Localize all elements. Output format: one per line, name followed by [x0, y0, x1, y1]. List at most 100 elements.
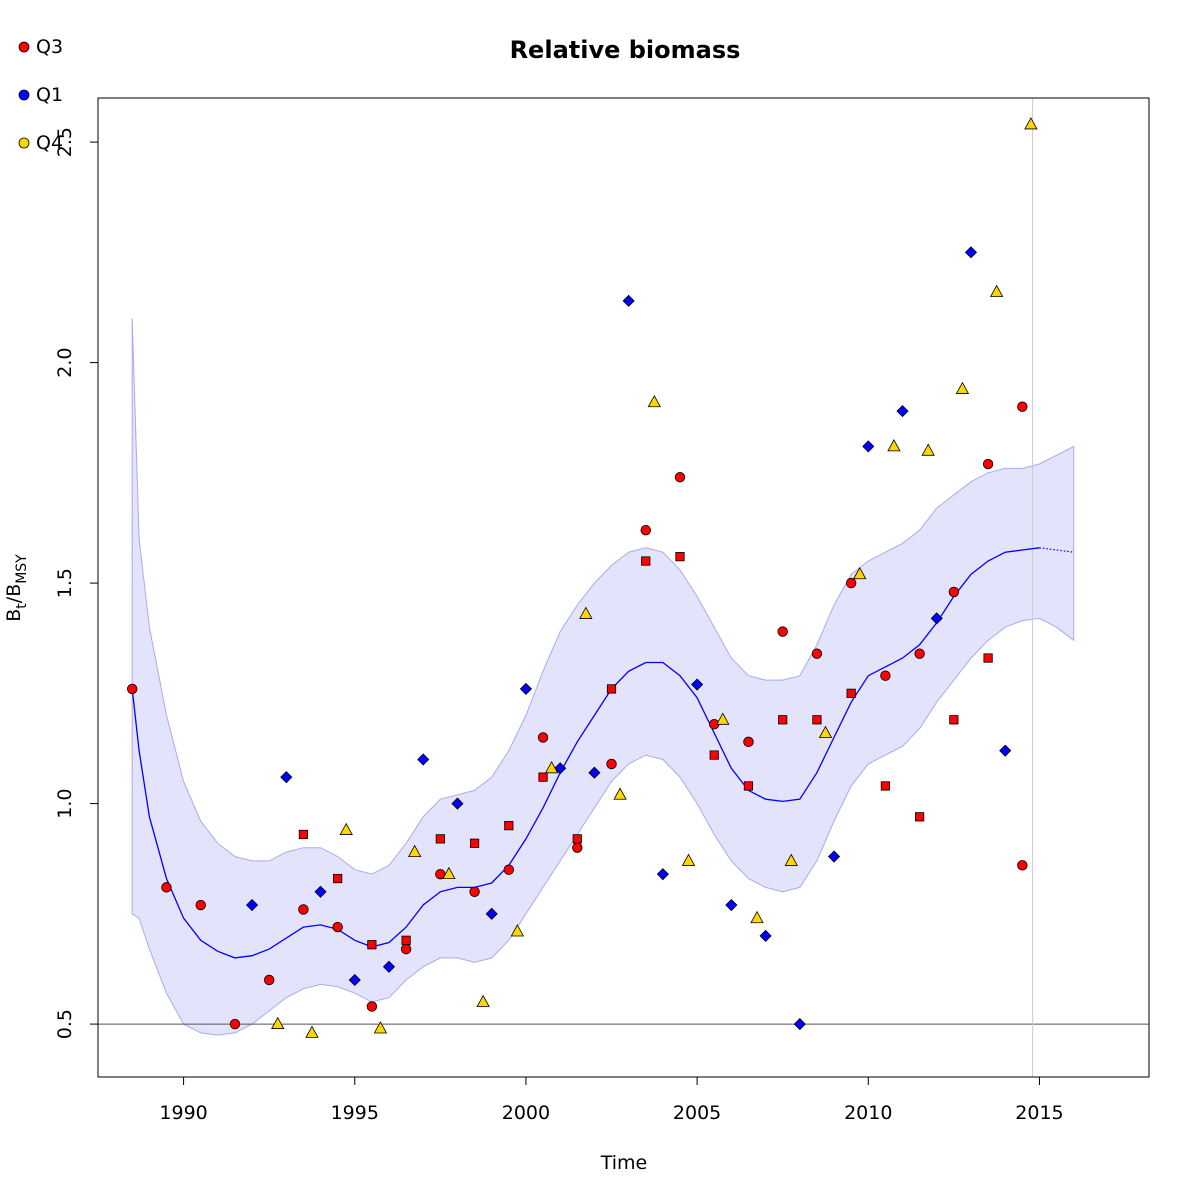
data-point — [777, 626, 788, 637]
series-square-1 — [298, 552, 993, 950]
trend-line — [131, 547, 1040, 959]
data-point — [367, 940, 377, 950]
legend-marker-q1 — [18, 89, 30, 101]
x-tick-label: 1990 — [159, 1102, 207, 1124]
legend-marker-q4 — [18, 137, 30, 149]
x-tick-label: 2015 — [1015, 1102, 1063, 1124]
x-tick-label: 2000 — [502, 1102, 550, 1124]
data-point — [759, 929, 772, 942]
data-point — [827, 850, 841, 863]
data-point — [373, 1021, 388, 1034]
data-point — [485, 907, 498, 920]
data-point — [793, 1018, 806, 1031]
data-point — [554, 762, 567, 775]
data-point — [442, 866, 456, 880]
data-point — [999, 744, 1012, 757]
data-point — [983, 653, 993, 663]
legend-marker-q3 — [18, 41, 30, 53]
data-point — [1017, 860, 1028, 871]
y-tick-label: 1.5 — [54, 568, 76, 598]
data-point — [1024, 117, 1038, 130]
data-point — [811, 648, 823, 659]
data-point — [880, 781, 890, 791]
data-point — [915, 812, 925, 822]
data-point — [989, 284, 1004, 297]
data-point — [641, 556, 651, 566]
data-point — [504, 821, 514, 831]
data-point — [366, 1001, 378, 1012]
data-point — [572, 842, 583, 853]
data-point — [948, 586, 960, 598]
data-point — [348, 973, 361, 987]
data-point — [339, 822, 353, 835]
data-point — [647, 394, 661, 408]
data-point — [750, 910, 764, 924]
data-point — [127, 683, 138, 695]
data-point — [417, 753, 430, 766]
data-point — [613, 787, 627, 800]
data-point — [538, 772, 548, 782]
series-circle-0 — [127, 401, 1028, 1030]
x-tick-label: 1995 — [331, 1102, 379, 1124]
data-point — [853, 566, 867, 580]
data-point — [812, 715, 822, 725]
data-point — [401, 935, 411, 945]
x-axis-label: Time — [600, 1152, 648, 1174]
legend-label-q4: Q4 — [36, 132, 63, 154]
data-point — [622, 294, 635, 307]
data-point — [784, 853, 798, 866]
data-point — [537, 732, 549, 743]
data-point — [451, 797, 464, 810]
data-point — [400, 943, 412, 955]
data-point — [845, 577, 857, 589]
data-point — [298, 829, 309, 840]
y-tick-label: 1.0 — [54, 788, 76, 818]
legend-item-q3: Q3 — [18, 36, 63, 58]
legend-item-q4: Q4 — [18, 132, 63, 154]
data-point — [640, 524, 651, 536]
data-point — [818, 725, 833, 738]
data-point — [469, 886, 480, 897]
legend: Q3 Q1 Q4 — [18, 36, 63, 154]
data-point — [896, 405, 909, 418]
data-point — [280, 771, 293, 784]
data-point — [510, 924, 525, 937]
chart-title: Relative biomass — [510, 36, 741, 64]
data-point — [332, 921, 343, 933]
y-tick-label: 0.5 — [54, 1009, 76, 1039]
data-point — [544, 760, 559, 774]
data-point — [382, 960, 396, 973]
y-tick-label: 2.5 — [54, 127, 76, 157]
data-point — [675, 552, 685, 562]
data-point — [519, 682, 532, 695]
data-point — [1017, 401, 1028, 412]
legend-label-q1: Q1 — [36, 84, 63, 106]
data-point — [862, 440, 875, 453]
forecast-line — [1039, 547, 1074, 553]
data-point — [161, 882, 172, 893]
data-point — [263, 974, 275, 986]
data-point — [887, 439, 901, 452]
data-point — [245, 898, 259, 912]
data-point — [229, 1018, 241, 1030]
x-tick-label: 2010 — [844, 1102, 892, 1124]
data-point — [846, 688, 856, 698]
y-tick-label: 2.0 — [54, 347, 76, 377]
x-axis: 1990 1995 2000 2005 2010 2015 — [159, 1076, 1064, 1124]
data-point — [681, 853, 696, 866]
data-point — [921, 443, 935, 456]
data-point — [691, 678, 704, 691]
series-triangle-3 — [271, 117, 1038, 1038]
data-point — [930, 612, 943, 625]
data-point — [709, 750, 719, 760]
data-point — [674, 472, 686, 483]
data-point — [880, 670, 891, 681]
data-point — [298, 904, 309, 915]
y-axis-label: Bt/BMSY — [3, 554, 30, 622]
data-point — [579, 606, 593, 619]
data-point — [778, 715, 788, 725]
data-point — [588, 766, 601, 779]
data-point — [407, 844, 422, 857]
data-point — [743, 736, 754, 748]
